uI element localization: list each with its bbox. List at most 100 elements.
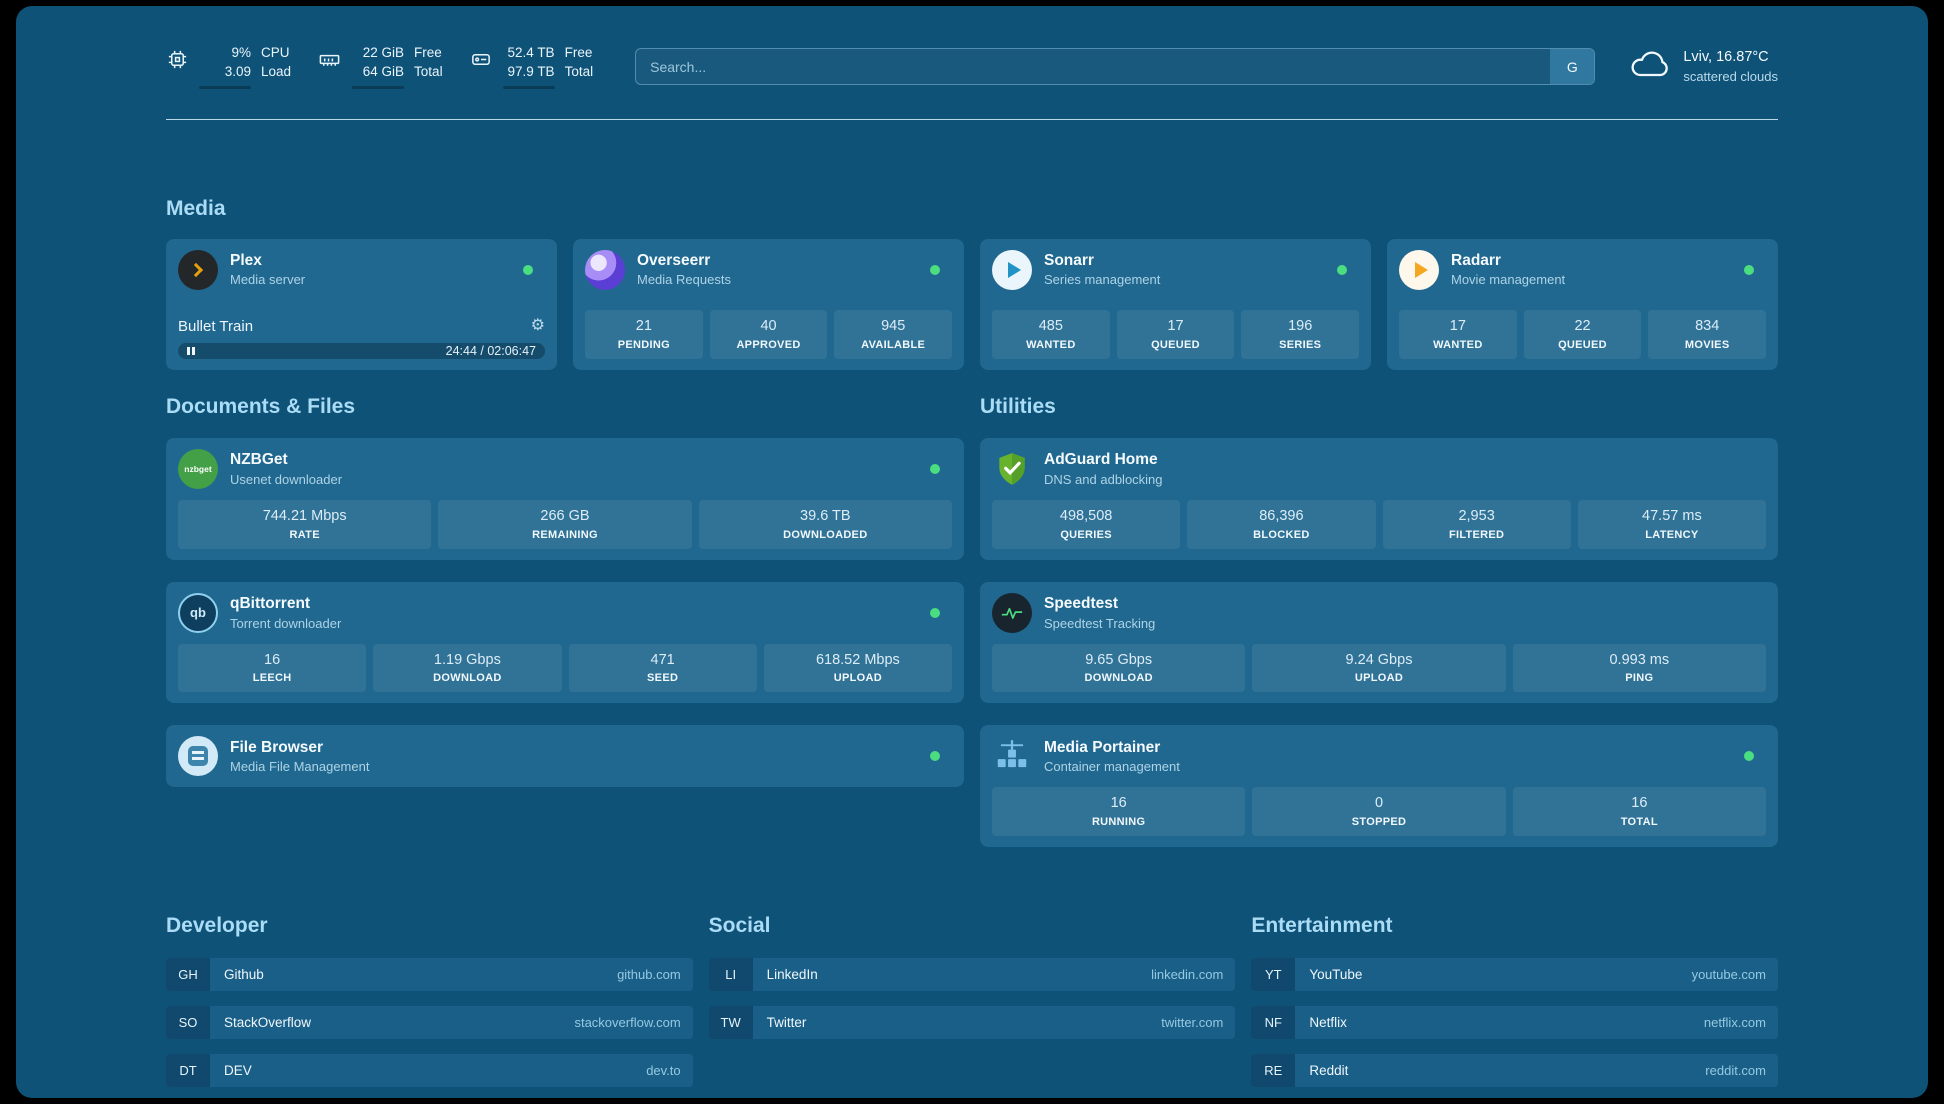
stat-wanted: 485 WANTED [992, 309, 1110, 359]
sonarr-card[interactable]: Sonarr Series management 485 WANTED 17 Q… [980, 238, 1371, 370]
bookmark-youtube[interactable]: YT YouTube youtube.com [1251, 957, 1778, 991]
cpu-load-label: Load [261, 63, 292, 79]
cpu-value: 9% [231, 45, 251, 60]
ram-free-label: Free [414, 45, 442, 60]
overseerr-icon [585, 249, 625, 290]
bookmark-abbr: NF [1251, 1005, 1296, 1039]
status-dot [930, 751, 940, 762]
status-dot [1337, 264, 1347, 275]
stat-rate: 744.21 Mbps RATE [178, 499, 432, 549]
nzbget-icon: nzbget [178, 448, 218, 489]
weather-condition: scattered clouds [1683, 68, 1778, 84]
stat-remaining: 266 GB REMAINING [438, 499, 692, 549]
bookmark-github[interactable]: GH Github github.com [166, 957, 693, 991]
bookmark-linkedin[interactable]: LI LinkedIn linkedin.com [708, 957, 1236, 991]
stat-seed: 471 SEED [568, 643, 757, 693]
nzbget-subtitle: Usenet downloader [230, 471, 343, 487]
radarr-card[interactable]: Radarr Movie management 17 WANTED 22 QUE… [1387, 238, 1778, 370]
topbar-divider [166, 119, 1778, 121]
stat-download: 1.19 Gbps DOWNLOAD [373, 643, 562, 693]
stat-leech: 16 LEECH [178, 643, 367, 693]
cpu-widget: 9% 3.09 CPU Load [166, 44, 292, 90]
adguard-card[interactable]: AdGuard Home DNS and adblocking 498,508 … [980, 437, 1778, 560]
stat-approved: 40 APPROVED [709, 309, 828, 359]
portainer-subtitle: Container management [1044, 759, 1180, 775]
sonarr-name: Sonarr [1044, 252, 1094, 270]
qbittorrent-icon: qb [178, 592, 218, 633]
bookmark-twitter[interactable]: TW Twitter twitter.com [708, 1005, 1236, 1039]
qbittorrent-name: qBittorrent [230, 595, 311, 613]
playback-time: 24:44 / 02:06:47 [445, 343, 536, 358]
overseerr-card[interactable]: Overseerr Media Requests 21 PENDING 40 A… [573, 238, 964, 370]
plex-icon [178, 249, 218, 290]
portainer-icon [992, 736, 1032, 776]
section-title-media: Media [166, 197, 226, 221]
stat-pending: 21 PENDING [585, 309, 703, 359]
cloud-icon [1629, 49, 1671, 84]
adguard-icon [992, 449, 1032, 489]
bookmark-abbr: LI [708, 957, 753, 991]
section-documents: Documents & Files nzbget NZBGet Usenet d… [166, 394, 964, 788]
bookmark-netflix[interactable]: NF Netflix netflix.com [1251, 1005, 1778, 1039]
speedtest-name: Speedtest [1044, 595, 1119, 613]
bookmark-abbr: TW [708, 1005, 753, 1039]
top-bar: 9% 3.09 CPU Load 22 GiB [166, 6, 1778, 90]
status-dot [1744, 264, 1754, 275]
bookmark-reddit[interactable]: RE Reddit reddit.com [1251, 1053, 1778, 1087]
stat-running: 16 RUNNING [992, 787, 1246, 837]
stat-upload: 618.52 Mbps UPLOAD [763, 643, 952, 693]
ram-widget: 22 GiB 64 GiB Free Total [317, 44, 443, 90]
section-title-developer: Developer [166, 914, 268, 938]
bookmark-abbr: GH [166, 957, 210, 991]
bookmark-abbr: SO [166, 1005, 210, 1039]
status-dot [930, 607, 940, 618]
radarr-subtitle: Movie management [1451, 272, 1566, 288]
stat-wanted: 17 WANTED [1399, 309, 1517, 359]
bookmark-abbr: YT [1251, 957, 1296, 991]
ram-total-label: Total [414, 63, 443, 79]
nzbget-card[interactable]: nzbget NZBGet Usenet downloader 744.21 M… [166, 437, 964, 560]
stat-blocked: 86,396 BLOCKED [1187, 499, 1376, 549]
search-input[interactable] [636, 49, 1551, 85]
status-dot [523, 264, 533, 275]
bookmarks-entertainment: Entertainment YT YouTube youtube.com NF … [1251, 913, 1778, 1098]
search-provider-button[interactable]: G [1550, 49, 1595, 85]
now-playing-title: Bullet Train [178, 317, 254, 335]
portainer-card[interactable]: Media Portainer Container management 16 … [980, 725, 1778, 848]
plex-card[interactable]: Plex Media server Bullet Train ⚙ 24:44 /… [166, 238, 557, 370]
bookmark-stackoverflow[interactable]: SO StackOverflow stackoverflow.com [166, 1005, 693, 1039]
stat-ping: 0.993 ms PING [1512, 643, 1766, 693]
bookmark-abbr: DT [166, 1053, 210, 1087]
dashboard: 9% 3.09 CPU Load 22 GiB [16, 6, 1928, 1098]
section-title-utilities: Utilities [980, 394, 1056, 418]
filebrowser-subtitle: Media File Management [230, 759, 370, 775]
ram-total-value: 64 GiB [362, 63, 405, 79]
stat-download: 9.65 Gbps DOWNLOAD [992, 643, 1246, 693]
stat-movies: 834 MOVIES [1648, 309, 1767, 359]
speedtest-card[interactable]: Speedtest Speedtest Tracking 9.65 Gbps D… [980, 581, 1778, 704]
cpu-progress-bar [199, 85, 251, 90]
disk-progress-bar [502, 85, 555, 90]
plex-subtitle: Media server [230, 272, 306, 288]
ram-free-value: 22 GiB [362, 45, 405, 60]
section-title-social: Social [708, 914, 771, 938]
radarr-icon [1399, 249, 1439, 290]
filebrowser-icon [178, 736, 218, 777]
filebrowser-card[interactable]: File Browser Media File Management [166, 725, 964, 788]
stat-queued: 17 QUEUED [1116, 309, 1235, 359]
section-title-documents: Documents & Files [166, 394, 356, 418]
search-bar: G [635, 48, 1596, 86]
stat-total: 16 TOTAL [1512, 787, 1766, 837]
portainer-name: Media Portainer [1044, 738, 1161, 756]
cpu-label: CPU [261, 45, 290, 60]
weather-location: Lviv, 16.87°C [1683, 49, 1769, 66]
qbittorrent-subtitle: Torrent downloader [230, 615, 342, 631]
bookmarks-social: Social LI LinkedIn linkedin.com TW Twitt… [708, 913, 1236, 1053]
pause-button[interactable] [185, 345, 197, 357]
bookmark-dev[interactable]: DT DEV dev.to [166, 1053, 693, 1087]
speedtest-icon [992, 592, 1032, 633]
gear-icon[interactable]: ⚙ [530, 317, 545, 335]
section-media: Media Plex Media server Bullet Train ⚙ [166, 196, 1778, 370]
sonarr-icon [992, 249, 1032, 290]
qbittorrent-card[interactable]: qb qBittorrent Torrent downloader 16 LEE… [166, 581, 964, 704]
